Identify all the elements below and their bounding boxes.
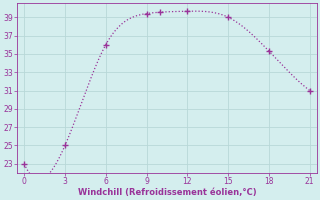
X-axis label: Windchill (Refroidissement éolien,°C): Windchill (Refroidissement éolien,°C) — [78, 188, 256, 197]
